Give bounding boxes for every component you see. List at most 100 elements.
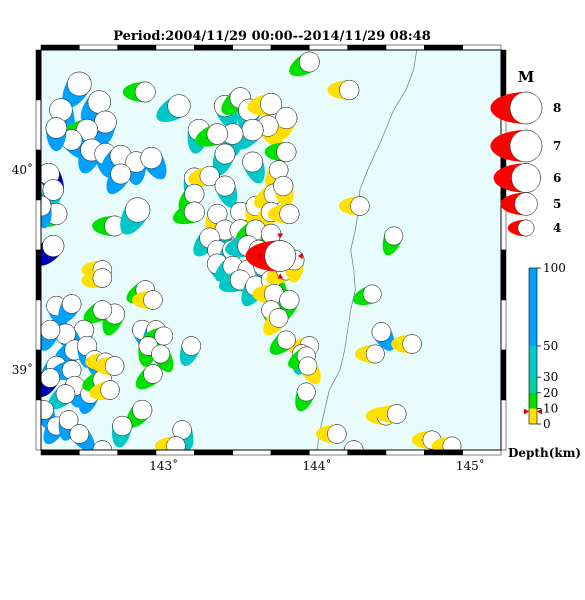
event-beachball xyxy=(89,380,120,401)
event-beachball xyxy=(298,356,321,385)
event-beachball xyxy=(151,344,174,373)
colorbar-tick-label: 50 xyxy=(543,339,558,353)
frame-segment xyxy=(155,44,195,51)
event-beachball xyxy=(338,196,370,216)
frame-segment xyxy=(35,199,42,251)
colorbar-tick-label: 0 xyxy=(543,417,551,431)
longitude-tick-label: 145˚ xyxy=(456,458,485,473)
largest-event-beachball xyxy=(245,240,297,272)
event-beachball xyxy=(58,410,79,441)
legend-beachball xyxy=(507,219,535,237)
frame-segment xyxy=(117,44,157,51)
event-beachball xyxy=(242,151,265,184)
magnitude-legend: M 8 7 6 5 4 xyxy=(490,68,561,237)
event-beachball xyxy=(131,290,163,310)
frame-segment xyxy=(35,99,42,151)
frame-segment xyxy=(500,349,507,401)
colorbar-tick-label: 30 xyxy=(543,370,558,384)
legend-beachball xyxy=(500,192,538,216)
longitude-tick-label: 144˚ xyxy=(303,458,332,473)
event-beachball xyxy=(83,300,113,324)
legend-label: 6 xyxy=(553,171,561,185)
frame-segment xyxy=(424,449,463,456)
latitude-tick-label: 39˚ xyxy=(12,362,33,377)
event-beachball xyxy=(195,123,229,147)
legend-beachball xyxy=(490,91,543,125)
event-beachball xyxy=(41,368,60,397)
event-beachball xyxy=(289,51,320,77)
event-beachball xyxy=(92,440,113,450)
frame-segment xyxy=(194,44,233,51)
event-beachball xyxy=(431,436,462,450)
legend-label: 8 xyxy=(553,101,561,115)
largest-event-marker xyxy=(257,253,263,259)
frame-segment xyxy=(79,449,118,456)
event-beachball xyxy=(179,336,201,367)
frame-segment xyxy=(309,44,348,51)
frame-segment xyxy=(117,449,157,456)
latitude-tick-label: 40˚ xyxy=(12,162,33,177)
event-beachball xyxy=(265,160,289,189)
legend-title: M xyxy=(518,68,535,86)
frame-segment xyxy=(270,449,310,456)
frame-segment xyxy=(155,449,195,456)
event-beachball xyxy=(214,175,238,208)
frame-segment xyxy=(35,349,42,401)
event-layer xyxy=(41,51,462,450)
event-beachball xyxy=(391,334,422,354)
event-beachball xyxy=(188,165,220,187)
event-beachball xyxy=(247,92,283,116)
event-beachball xyxy=(375,404,407,424)
colorbar-tick-label: 20 xyxy=(543,386,558,400)
event-beachball xyxy=(126,399,153,428)
frame-segment xyxy=(232,449,272,456)
event-beachball xyxy=(81,268,113,289)
frame-segment xyxy=(79,44,118,51)
event-beachball xyxy=(69,424,95,450)
frame-segment xyxy=(232,44,272,51)
frame-segment xyxy=(462,449,502,456)
colorbar-depth-marker xyxy=(524,408,529,415)
event-beachball xyxy=(263,308,289,336)
colorbar-depth-marker xyxy=(537,408,542,415)
legend-label: 4 xyxy=(553,221,561,235)
event-beachball xyxy=(111,415,133,448)
event-beachball xyxy=(58,294,82,323)
map-frame: 143˚ 144˚ 145˚ 40˚ 39˚ xyxy=(12,44,507,473)
event-beachball xyxy=(172,201,205,225)
frame-segment xyxy=(347,44,387,51)
frame-segment xyxy=(35,299,42,351)
frame-segment xyxy=(270,44,310,51)
map-title: Period:2004/11/29 00:00--2014/11/29 08:4… xyxy=(113,29,431,44)
frame-segment xyxy=(35,399,42,451)
event-beachball xyxy=(122,81,156,103)
frame-segment xyxy=(500,49,507,101)
colorbar-scale xyxy=(528,267,538,425)
event-beachball xyxy=(62,71,92,108)
longitude-tick-label: 143˚ xyxy=(149,458,178,473)
event-beachball xyxy=(354,344,385,364)
frame-segment xyxy=(424,44,463,51)
frame-segment xyxy=(194,449,233,456)
event-beachball xyxy=(41,319,61,351)
frame-segment xyxy=(309,449,348,456)
event-beachball xyxy=(264,141,297,163)
frame-segment xyxy=(462,44,502,51)
frame-segment xyxy=(385,449,425,456)
largest-event-marker xyxy=(277,233,284,239)
legend-label: 7 xyxy=(553,139,561,153)
event-beachball xyxy=(269,330,296,355)
event-beachball xyxy=(140,146,167,180)
event-beachball xyxy=(48,384,76,410)
largest-event-marker xyxy=(297,253,303,259)
legend-beachball xyxy=(490,129,543,163)
event-beachball xyxy=(92,215,125,237)
frame-segment xyxy=(35,249,42,301)
axis-labels: 143˚ 144˚ 145˚ 40˚ 39˚ xyxy=(12,162,485,473)
legend-label: 5 xyxy=(553,197,561,211)
frame-segment xyxy=(40,449,80,456)
coastline xyxy=(316,50,418,450)
event-beachball xyxy=(315,424,347,444)
event-beachball xyxy=(327,79,360,101)
